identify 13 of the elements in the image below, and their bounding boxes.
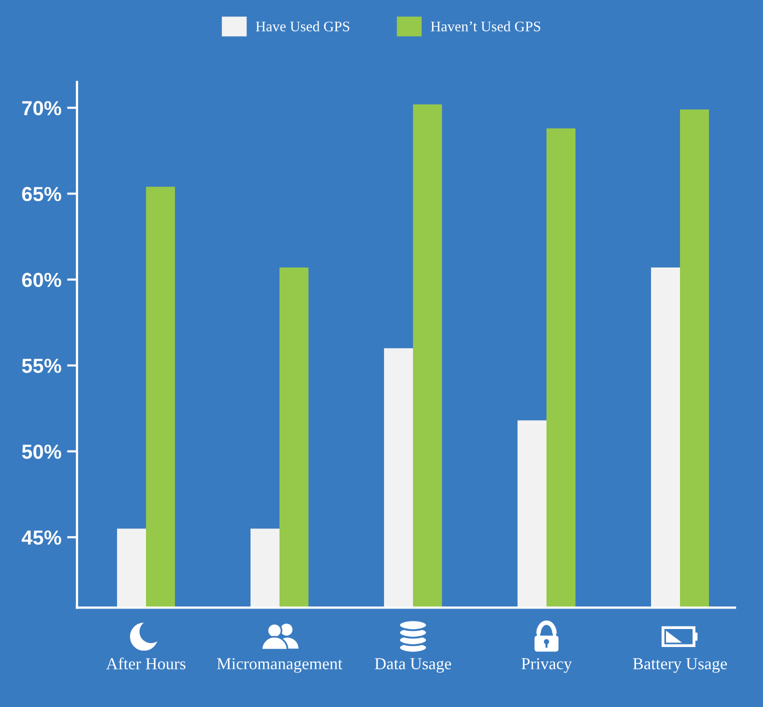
x-tick-label: Privacy: [522, 658, 572, 673]
x-tick-label: After Hours: [106, 657, 186, 670]
y-tick-label: 45%: [22, 530, 62, 545]
x-tick-label: Battery Usage: [633, 658, 727, 673]
y-tick-label: 60%: [22, 272, 62, 288]
y-tick-label: 50%: [22, 444, 62, 459]
y-tick-label: 55%: [22, 358, 62, 373]
x-tick-label: Micromanagement: [217, 658, 342, 673]
y-tick-label: 65%: [22, 186, 62, 202]
x-tick-label: Data Usage: [374, 658, 452, 673]
y-tick-label: 70%: [22, 101, 62, 116]
legend-label: Haven’t Used GPS: [430, 21, 540, 32]
legend-label: Have Used GPS: [256, 21, 350, 32]
